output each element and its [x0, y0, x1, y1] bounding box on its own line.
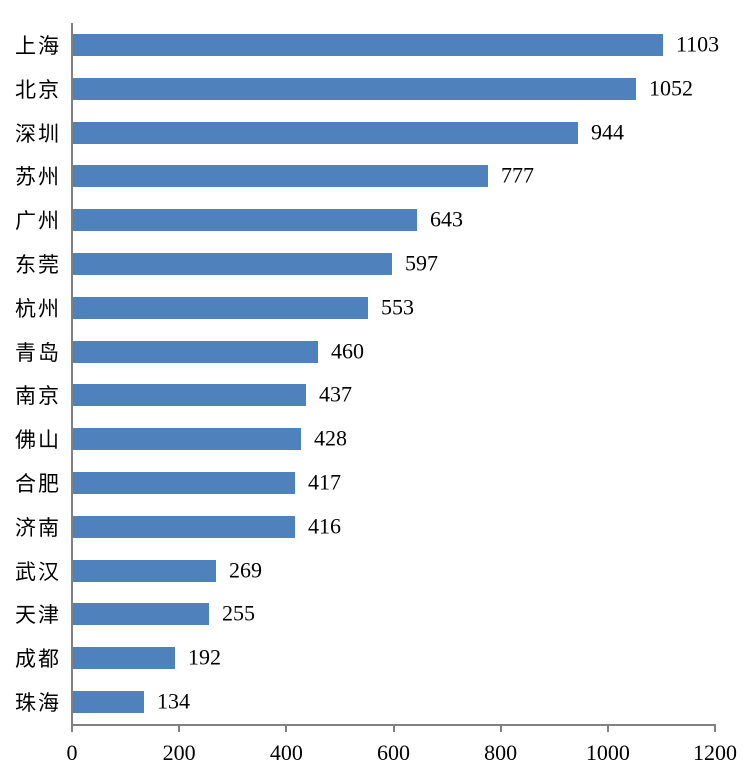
category-label: 南京: [15, 384, 61, 409]
category-label: 苏州: [15, 165, 61, 190]
x-tick-mark: [71, 726, 73, 732]
category-label: 杭州: [15, 296, 61, 321]
value-label: 944: [591, 119, 624, 145]
value-label: 597: [405, 250, 438, 276]
bar: [73, 121, 578, 144]
category-label: 青岛: [15, 340, 61, 365]
x-tick-label: 200: [162, 740, 196, 765]
value-label: 269: [229, 557, 262, 583]
bar: [73, 603, 209, 626]
value-label: 255: [222, 600, 255, 626]
bar: [73, 428, 301, 451]
category-label: 成都: [15, 647, 61, 672]
bar: [73, 252, 392, 275]
bar: [73, 165, 488, 188]
value-label: 1103: [676, 31, 720, 57]
value-label: 777: [501, 162, 534, 188]
category-label: 广州: [15, 209, 61, 234]
category-label: 济南: [15, 515, 61, 540]
x-tick-label: 400: [269, 740, 303, 765]
category-label: 深圳: [15, 121, 61, 146]
value-label: 460: [331, 338, 364, 364]
bar: [73, 559, 216, 582]
bar: [73, 515, 295, 538]
x-tick-label: 1200: [693, 740, 737, 765]
bar: [73, 209, 417, 232]
x-tick-mark: [714, 726, 716, 732]
value-label: 428: [314, 425, 347, 451]
value-label: 553: [381, 294, 414, 320]
value-label: 1052: [649, 75, 693, 101]
bar: [73, 691, 144, 714]
value-label: 643: [430, 206, 463, 232]
value-label: 416: [308, 513, 341, 539]
x-tick-mark: [392, 726, 395, 732]
x-tick-mark: [178, 726, 181, 732]
x-axis-line: [71, 724, 716, 726]
category-label: 北京: [15, 77, 61, 102]
bar: [73, 296, 368, 319]
value-label: 192: [188, 644, 221, 670]
category-label: 武汉: [15, 559, 61, 584]
value-label: 437: [319, 381, 352, 407]
x-tick-label: 600: [377, 740, 410, 765]
bar: [73, 33, 663, 56]
category-label: 东莞: [15, 252, 61, 277]
bar: [73, 647, 175, 670]
bar: [73, 340, 318, 363]
y-axis-line: [71, 23, 73, 726]
value-label: 134: [157, 688, 190, 714]
category-label: 佛山: [15, 428, 61, 453]
x-tick-mark: [285, 726, 288, 732]
x-tick-label: 1000: [585, 740, 630, 765]
category-label: 合肥: [15, 472, 61, 497]
value-label: 417: [308, 469, 341, 495]
x-tick-label: 0: [66, 740, 78, 765]
bar: [73, 384, 306, 407]
category-label: 珠海: [15, 691, 61, 716]
x-tick-mark: [499, 726, 502, 732]
category-label: 天津: [15, 603, 61, 628]
category-label: 上海: [15, 33, 61, 58]
bar: [73, 77, 636, 100]
x-tick-label: 800: [484, 740, 518, 765]
x-tick-mark: [606, 726, 609, 732]
bar: [73, 472, 295, 495]
